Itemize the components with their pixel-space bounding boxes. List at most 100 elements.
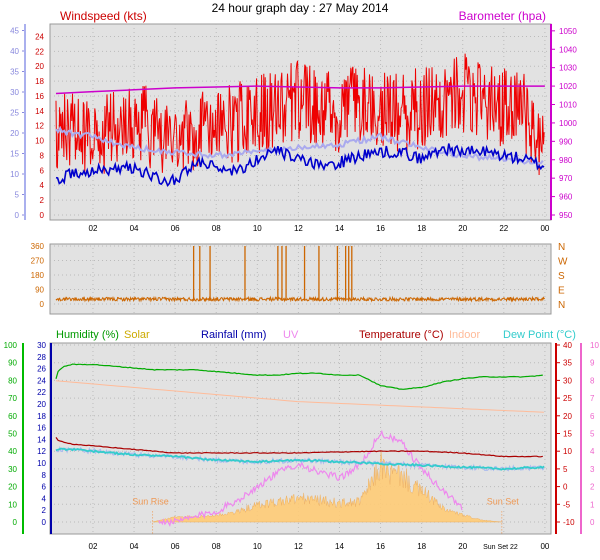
wind-x-tick: 22 bbox=[499, 224, 508, 233]
wind-kts-tick: 20 bbox=[35, 62, 44, 71]
humidity-tick: 70 bbox=[8, 394, 17, 403]
wind-x-tick: 18 bbox=[417, 224, 426, 233]
indoor-line bbox=[55, 380, 544, 413]
thermo-legend-item: Rainfall (mm) bbox=[201, 329, 266, 341]
wind-x-tick: 06 bbox=[171, 224, 180, 233]
uv-tick: 3 bbox=[590, 465, 595, 474]
humidity-tick: 40 bbox=[8, 447, 17, 456]
temp-tick: 10 bbox=[563, 447, 572, 456]
windspeed-label: Windspeed (kts) bbox=[60, 9, 147, 23]
wind-outer-tick: 45 bbox=[10, 26, 19, 35]
uv-tick: 8 bbox=[590, 376, 595, 385]
wind-outer-tick: 25 bbox=[10, 108, 19, 117]
sunrise-label: Sun Rise bbox=[132, 496, 169, 506]
rain-tick: 26 bbox=[37, 365, 46, 374]
uv-tick: 9 bbox=[590, 359, 595, 368]
humidity-tick: 80 bbox=[8, 376, 17, 385]
wind-x-tick: 12 bbox=[294, 224, 303, 233]
humidity-line bbox=[55, 363, 543, 390]
humidity-tick: 60 bbox=[8, 412, 17, 421]
rain-tick: 22 bbox=[37, 388, 46, 397]
thermo-x-tick: 22 bbox=[510, 544, 518, 551]
temp-tick: 0 bbox=[563, 483, 568, 492]
temp-tick: 40 bbox=[563, 341, 572, 350]
thermo-legend-item: Indoor bbox=[449, 329, 481, 341]
sunset-label: Sun Set bbox=[487, 496, 520, 506]
thermo-legend-item: Dew Point (°C) bbox=[503, 329, 576, 341]
rain-tick: 16 bbox=[37, 424, 46, 433]
wind-outer-tick: 10 bbox=[10, 170, 19, 179]
temp-tick: -10 bbox=[563, 518, 575, 527]
humidity-tick: 10 bbox=[8, 500, 17, 509]
rain-tick: 6 bbox=[42, 483, 47, 492]
baro-tick: 990 bbox=[559, 137, 573, 146]
wind-outer-tick: 15 bbox=[10, 149, 19, 158]
rain-tick: 28 bbox=[37, 353, 46, 362]
wind-x-tick: 00 bbox=[540, 224, 549, 233]
temp-tick: 15 bbox=[563, 430, 572, 439]
baro-tick: 980 bbox=[559, 156, 573, 165]
thermo-x-tick: 08 bbox=[212, 542, 221, 551]
wind-x-tick: 04 bbox=[130, 224, 139, 233]
rain-tick: 20 bbox=[37, 400, 46, 409]
rain-tick: 2 bbox=[42, 506, 47, 515]
rain-tick: 14 bbox=[37, 435, 46, 444]
uv-tick: 4 bbox=[590, 447, 595, 456]
rain-tick: 0 bbox=[42, 518, 47, 527]
dew-point-line bbox=[55, 447, 545, 471]
temp-tick: 35 bbox=[563, 359, 572, 368]
thermo-x-tick: 02 bbox=[89, 542, 98, 551]
wind-kts-tick: 8 bbox=[40, 151, 45, 160]
rain-tick: 10 bbox=[37, 459, 46, 468]
wind-outer-tick: 0 bbox=[15, 211, 20, 220]
thermo-x-tick: 04 bbox=[130, 542, 139, 551]
wind-x-tick: 02 bbox=[89, 224, 98, 233]
wind-kts-tick: 2 bbox=[40, 196, 45, 205]
wdir-tick: 90 bbox=[35, 286, 44, 295]
wind-x-tick: 08 bbox=[212, 224, 221, 233]
humidity-tick: 0 bbox=[13, 518, 18, 527]
baro-tick: 1000 bbox=[559, 119, 577, 128]
wdir-compass: N bbox=[558, 242, 565, 253]
uv-tick: 2 bbox=[590, 483, 595, 492]
baro-tick: 1050 bbox=[559, 27, 577, 36]
thermo-x-tick: 16 bbox=[376, 542, 385, 551]
temp-tick: 20 bbox=[563, 412, 572, 421]
wind-kts-tick: 4 bbox=[40, 181, 45, 190]
rain-tick: 18 bbox=[37, 412, 46, 421]
wind-outer-tick: 20 bbox=[10, 129, 19, 138]
thermo-x-tick: 14 bbox=[335, 542, 344, 551]
wind-outer-tick: 40 bbox=[10, 47, 19, 56]
baro-tick: 1010 bbox=[559, 101, 577, 110]
wind-kts-tick: 12 bbox=[35, 122, 44, 131]
temp-tick: 25 bbox=[563, 394, 572, 403]
thermo-legend-item: Humidity (%) bbox=[56, 329, 119, 341]
wind-kts-tick: 18 bbox=[35, 77, 44, 86]
rain-tick: 8 bbox=[42, 471, 47, 480]
wind-kts-tick: 24 bbox=[35, 32, 44, 41]
humidity-tick: 90 bbox=[8, 359, 17, 368]
wind-gust-line bbox=[55, 53, 545, 176]
wind-outer-tick: 5 bbox=[15, 190, 20, 199]
wind-outer-tick: 35 bbox=[10, 67, 19, 76]
uv-tick: 1 bbox=[590, 500, 595, 509]
wind-x-tick: 16 bbox=[376, 224, 385, 233]
uv-line bbox=[158, 429, 463, 527]
thermo-x-tick: 12 bbox=[294, 542, 303, 551]
thermo-legend-item: UV bbox=[283, 329, 299, 341]
solar-area bbox=[152, 450, 502, 523]
wdir-tick: 180 bbox=[31, 271, 45, 280]
wdir-panel-bg bbox=[49, 243, 552, 315]
humidity-tick: 30 bbox=[8, 465, 17, 474]
baro-tick: 950 bbox=[559, 211, 573, 220]
humidity-tick: 100 bbox=[4, 341, 18, 350]
wdir-tick: 0 bbox=[40, 300, 45, 309]
wind-avg-line bbox=[55, 143, 545, 188]
wdir-compass: N bbox=[558, 300, 565, 311]
wind-kts-tick: 6 bbox=[40, 166, 45, 175]
humidity-tick: 50 bbox=[8, 430, 17, 439]
baro-tick: 1030 bbox=[559, 64, 577, 73]
barometer-label: Barometer (hpa) bbox=[459, 9, 546, 23]
temperature-line bbox=[55, 437, 543, 458]
